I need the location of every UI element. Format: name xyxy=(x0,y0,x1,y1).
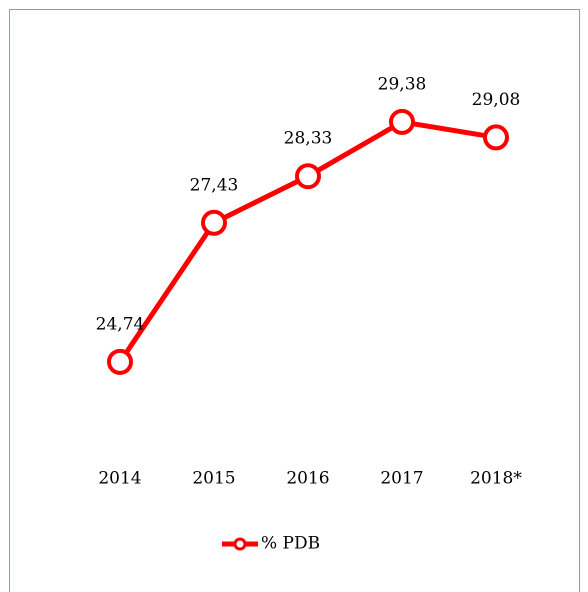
point-marker xyxy=(389,108,415,135)
legend-label: % PDB xyxy=(261,534,320,554)
data-label: 27,43 xyxy=(190,175,239,195)
data-label: 24,74 xyxy=(96,314,145,334)
legend-marker xyxy=(233,537,247,551)
x-tick-label: 2014 xyxy=(98,469,141,489)
point-marker xyxy=(483,124,509,151)
chart-border xyxy=(9,9,580,592)
data-label: 28,33 xyxy=(284,129,333,149)
x-tick-label: 2017 xyxy=(380,469,423,489)
point-marker xyxy=(295,163,321,190)
data-label: 29,08 xyxy=(472,90,521,110)
x-tick-label: 2018* xyxy=(470,469,522,489)
x-tick-label: 2016 xyxy=(286,469,329,489)
point-marker xyxy=(201,209,227,236)
point-marker xyxy=(107,348,133,375)
data-label: 29,38 xyxy=(378,74,427,94)
x-tick-label: 2015 xyxy=(192,469,235,489)
